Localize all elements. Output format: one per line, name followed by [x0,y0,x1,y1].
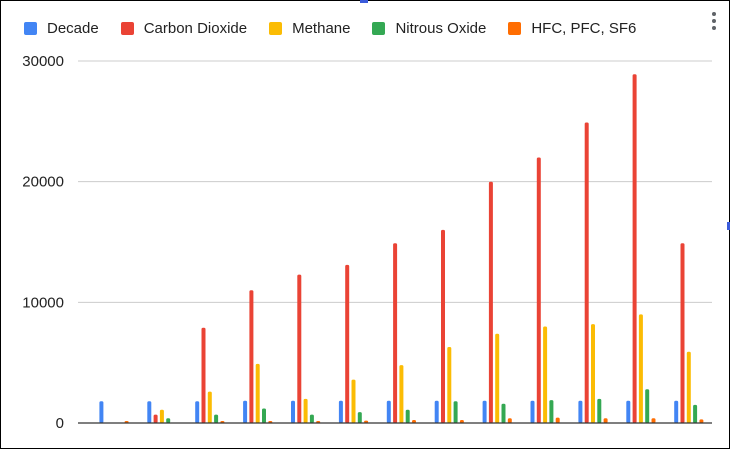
legend-item[interactable]: HFC, PFC, SF6 [508,20,636,37]
legend-item[interactable]: Methane [269,20,350,37]
bar[interactable] [262,408,266,424]
bar[interactable] [680,243,685,423]
legend-label: Nitrous Oxide [395,19,487,37]
bar[interactable] [578,400,583,423]
bar[interactable] [530,400,535,423]
bar[interactable] [459,420,464,423]
legend-item[interactable]: Nitrous Oxide [372,20,486,37]
bar[interactable] [651,418,656,423]
legend-item[interactable]: Decade [24,20,99,37]
bar[interactable] [626,400,631,423]
bar[interactable] [693,404,698,423]
bar[interactable] [243,400,248,423]
bar[interactable] [501,403,506,423]
bar[interactable] [249,290,254,423]
resize-handle-top[interactable] [360,0,368,3]
bar[interactable] [303,398,308,423]
bar[interactable] [255,363,260,423]
legend-label: Methane [292,19,351,37]
chart-legend: Decade Carbon Dioxide Methane Nitrous Oxide… [24,17,636,39]
bar[interactable] [159,409,164,423]
legend-label: Decade [47,19,99,37]
bar[interactable] [351,379,356,423]
bar[interactable] [603,418,608,423]
bar[interactable] [632,74,637,424]
y-tick-label: 0 [56,415,64,432]
bar[interactable] [357,412,362,423]
resize-handle-right[interactable] [727,222,730,230]
bar[interactable] [345,264,350,423]
bar[interactable] [597,398,602,423]
bar[interactable] [166,418,171,423]
legend-swatch [372,21,386,35]
bar[interactable] [584,122,589,424]
bar[interactable] [638,314,643,423]
bar[interactable] [291,400,295,423]
bar[interactable] [591,324,595,423]
bar[interactable] [99,401,104,423]
bar[interactable] [405,409,410,423]
legend-label: HFC, PFC, SF6 [531,19,637,37]
bar[interactable] [495,333,500,423]
bar[interactable] [441,229,445,423]
bar[interactable] [507,418,512,423]
bar[interactable] [386,400,391,423]
bar[interactable] [488,181,493,423]
bar[interactable] [201,327,206,423]
bar[interactable] [699,419,704,423]
bar[interactable] [447,347,452,423]
bar[interactable] [153,414,158,423]
bar[interactable] [399,365,404,423]
bar[interactable] [536,157,541,424]
bar[interactable] [686,351,691,423]
legend-swatch [508,21,522,35]
legend-item[interactable]: Carbon Dioxide [120,19,248,37]
bar[interactable] [309,414,314,423]
y-tick-label: 10000 [22,294,64,311]
legend-label: Carbon Dioxide [143,19,248,37]
bar[interactable] [412,420,416,423]
bar[interactable] [393,243,398,423]
y-tick-label: 30000 [22,53,64,70]
legend-swatch [269,21,283,35]
bar[interactable] [549,400,554,423]
bar[interactable] [543,326,548,424]
bar[interactable] [645,389,650,423]
y-tick-label: 20000 [22,174,64,191]
legend-swatch [24,21,37,35]
bar[interactable] [555,417,560,423]
bar[interactable] [195,401,200,423]
bar[interactable] [297,274,302,423]
bar[interactable] [674,400,679,423]
bar[interactable] [214,414,219,423]
legend-swatch [120,21,134,35]
bar[interactable] [338,400,343,423]
bar[interactable] [482,400,487,423]
bar[interactable] [434,400,439,423]
more-vert-icon[interactable] [702,6,726,36]
bar[interactable] [207,391,212,423]
bar[interactable] [453,401,458,423]
bar[interactable] [147,401,152,423]
